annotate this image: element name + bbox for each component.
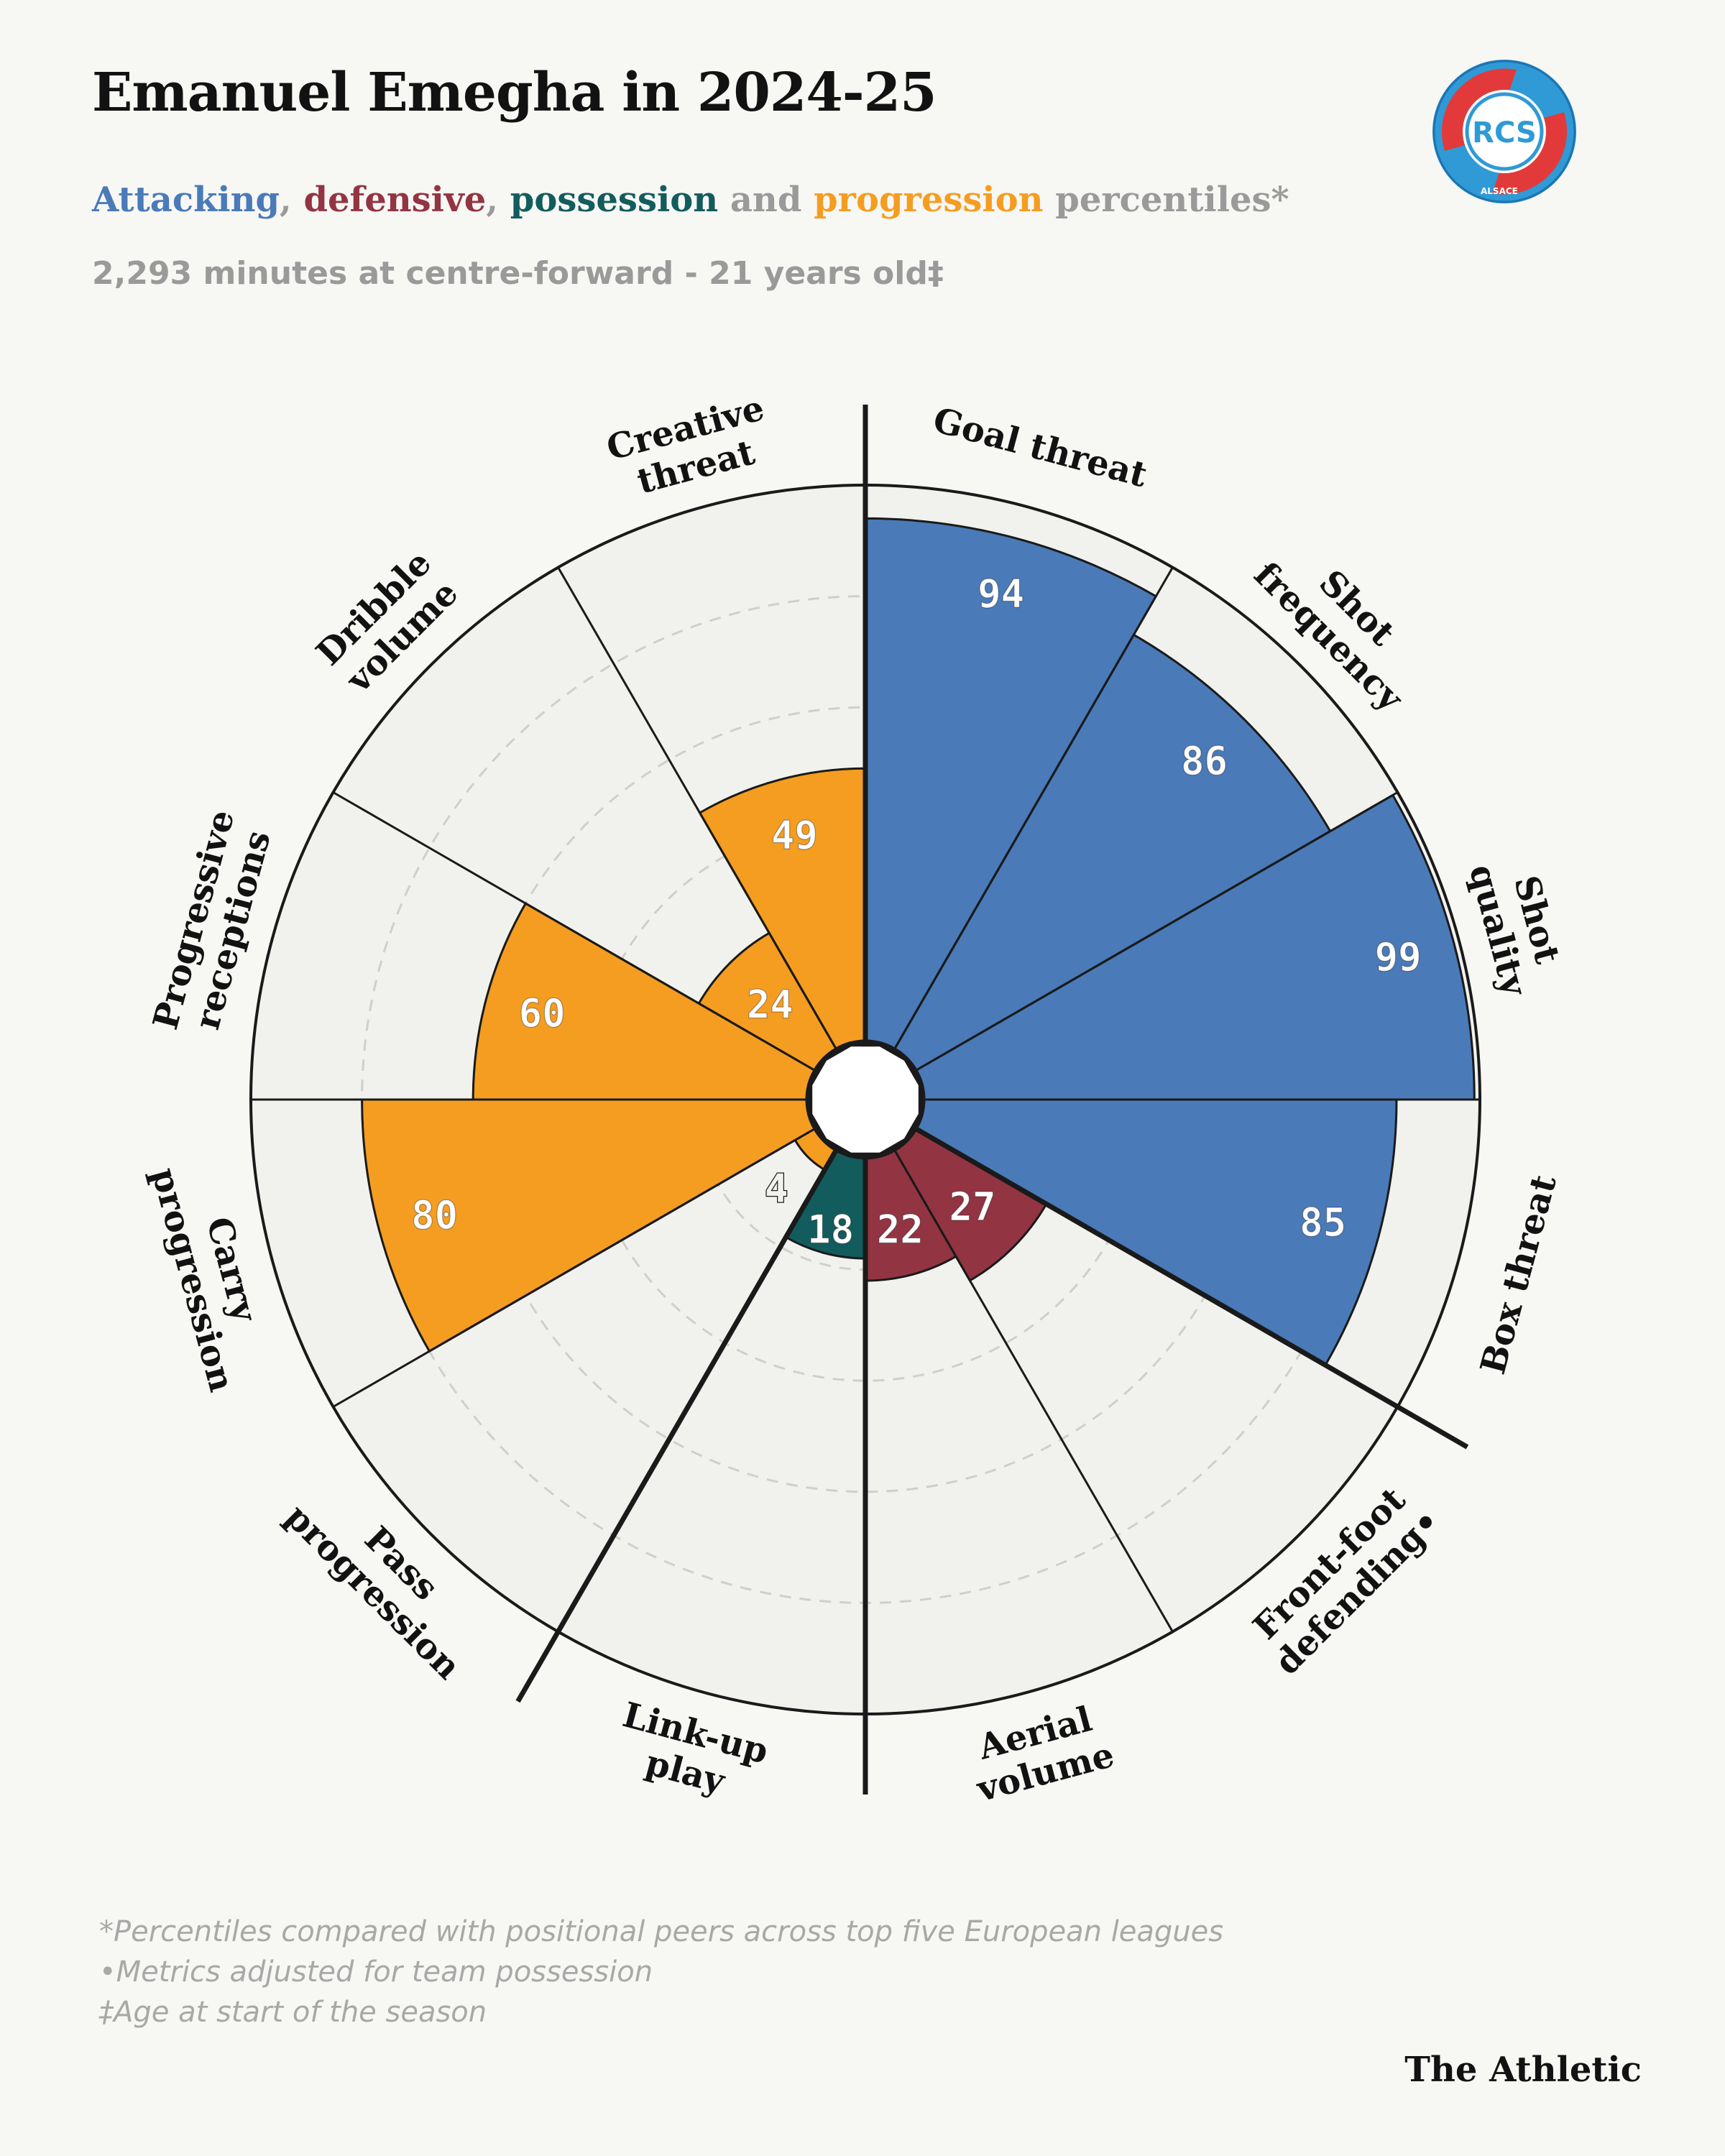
category-divider	[515, 1149, 839, 1703]
footnote-percentiles: *Percentiles compared with positional pe…	[99, 1915, 1224, 1948]
value-label: 24	[747, 982, 794, 1027]
metric-label-line: Box threat	[1473, 1171, 1565, 1378]
value-label-outline: 99	[1375, 934, 1422, 980]
value-label: 27	[949, 1184, 995, 1230]
club-crest-icon: RCS ALSACE	[1432, 60, 1576, 203]
value-label-outline: 85	[1300, 1200, 1346, 1245]
chart-subtitle: Attacking, defensive, possession and pro…	[92, 180, 1289, 220]
category-divider	[915, 1126, 1469, 1450]
subtitle-possession: possession	[510, 180, 719, 220]
value-label: 18	[807, 1207, 854, 1253]
player-meta: 2,293 minutes at centre-forward - 21 yea…	[92, 255, 944, 292]
value-label: 49	[771, 813, 818, 858]
subtitle-attacking: Attacking	[92, 180, 280, 220]
value-label-outline: 24	[747, 982, 794, 1027]
value-label-outline: 80	[411, 1193, 458, 1238]
metric-label: Goal threat	[929, 400, 1151, 495]
value-label: 4	[765, 1166, 788, 1212]
spoke	[332, 791, 815, 1072]
subtitle-percentiles: percentiles*	[1043, 180, 1289, 220]
value-label-outline: 22	[877, 1207, 924, 1253]
value-label: 22	[877, 1207, 924, 1253]
value-label-outline: 49	[771, 813, 818, 858]
value-label-outline: 27	[949, 1184, 995, 1230]
subtitle-sep-2: ,	[486, 180, 510, 220]
subtitle-sep-1: ,	[280, 180, 304, 220]
crest-bottom-text: ALSACE	[1481, 186, 1518, 196]
radar-hub	[807, 1041, 924, 1158]
value-label: 99	[1375, 934, 1422, 980]
value-label: 85	[1300, 1200, 1346, 1245]
spoke	[893, 1150, 1174, 1633]
value-label: 94	[978, 571, 1024, 617]
bar-front-foot-defending	[893, 1127, 1048, 1282]
subtitle-and: and	[718, 180, 814, 220]
value-label-outline: 18	[807, 1207, 854, 1253]
metric-label: Box threat	[1473, 1171, 1565, 1378]
value-label: 60	[519, 990, 566, 1036]
value-label: 86	[1181, 739, 1228, 784]
footnote-possession: •Metrics adjusted for team possession	[99, 1955, 653, 1989]
value-label-outline: 94	[978, 571, 1024, 617]
value-label: 80	[411, 1193, 458, 1238]
value-label-outline: 60	[519, 990, 566, 1036]
spoke	[557, 566, 837, 1049]
footnote-age: ‡Age at start of the season	[99, 1996, 487, 2029]
spoke	[916, 791, 1399, 1072]
metric-label-line: Goal threat	[929, 400, 1151, 495]
brand-logo: The Athletic	[1404, 2050, 1642, 2090]
value-label-outline: 86	[1181, 739, 1228, 784]
bar-dribble-volume	[697, 931, 838, 1072]
radar-bars	[361, 517, 1476, 1367]
radar-axes	[251, 405, 1480, 1795]
spoke	[332, 1128, 815, 1408]
subtitle-defensive: defensive	[303, 180, 487, 220]
subtitle-progression: progression	[814, 180, 1044, 220]
chart-title: Emanuel Emegha in 2024-25	[92, 62, 937, 124]
crest-monogram: RCS	[1472, 116, 1537, 149]
spoke	[893, 566, 1174, 1049]
footnotes: *Percentiles compared with positional pe…	[99, 1912, 1223, 2032]
